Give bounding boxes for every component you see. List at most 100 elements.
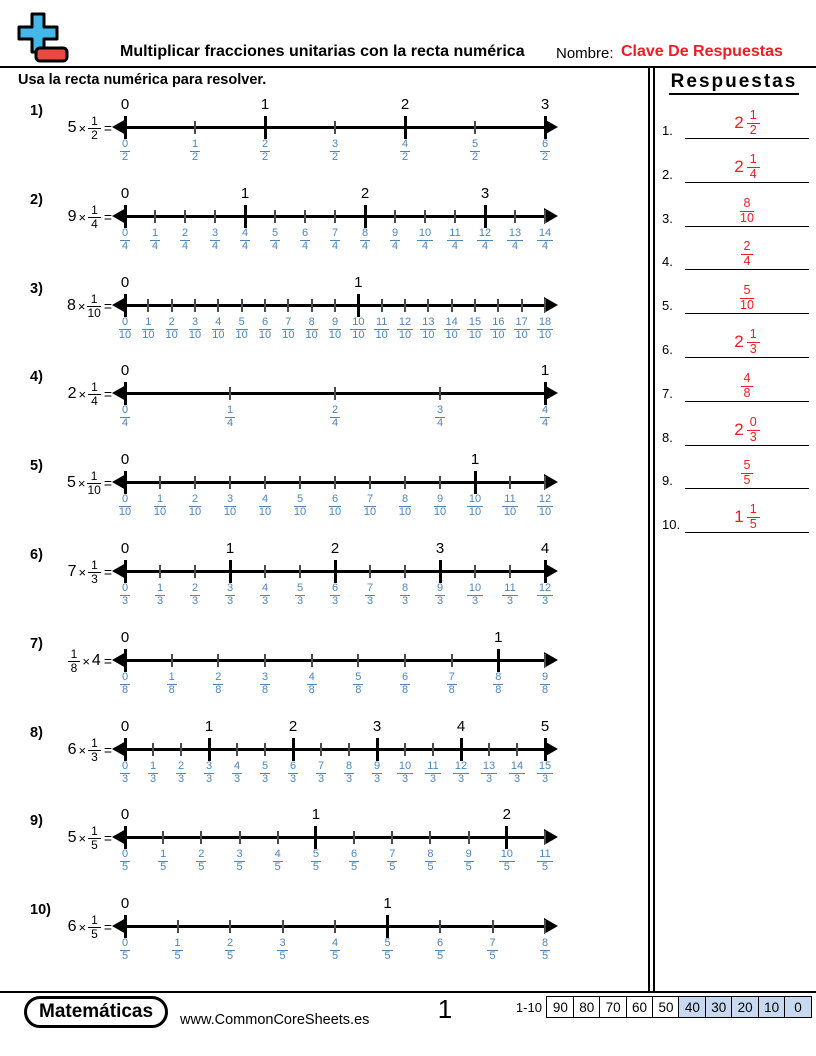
fraction-denominator: 10 bbox=[188, 505, 202, 518]
answer-number: 9. bbox=[662, 473, 673, 488]
fraction-denominator: 5 bbox=[160, 860, 167, 873]
fraction-tick bbox=[424, 210, 426, 223]
fraction-numerator: 3 bbox=[434, 404, 446, 418]
fraction-numerator: 1 bbox=[153, 493, 167, 507]
tick-fraction-label: 14 3 bbox=[501, 760, 533, 786]
fraction-denominator: 3 bbox=[366, 594, 374, 607]
fraction-numerator: 3 bbox=[203, 760, 215, 774]
tick-fraction: 11 10 bbox=[502, 493, 518, 519]
fraction-numerator: 8 bbox=[343, 760, 355, 774]
fraction-numerator: 1 bbox=[88, 736, 101, 751]
fraction-tick bbox=[474, 121, 476, 134]
answer-whole-number: 2 bbox=[734, 157, 744, 176]
problem-row: 2) 9 × 1 4 = 0 0 4 1 4 2 4 3 4 1 4 4 5 4 6 4 7 4 2 8 4 9 4 10 4 11 4 3 12 4… bbox=[18, 184, 650, 270]
fraction-numerator: 1 bbox=[147, 760, 159, 774]
tick-fraction: 13 3 bbox=[480, 760, 498, 786]
fraction-numerator: 2 bbox=[224, 937, 236, 951]
fraction-denominator: 4 bbox=[226, 416, 234, 429]
fraction-numerator: 2 bbox=[189, 582, 201, 596]
tick-fraction-label: 2 10 bbox=[156, 316, 188, 342]
instruction-text: Usa la recta numérica para resolver. bbox=[18, 72, 267, 88]
tick-fraction: 0 10 bbox=[118, 316, 132, 342]
tick-fraction-label: 12 10 bbox=[389, 316, 421, 342]
answer-number: 10. bbox=[662, 517, 681, 532]
integer-tick bbox=[483, 205, 487, 228]
fraction-denominator: 5 bbox=[389, 860, 396, 873]
fraction-denominator: 8 bbox=[743, 385, 751, 400]
fraction-tick bbox=[369, 476, 371, 489]
fraction-numerator: 0 bbox=[119, 760, 131, 774]
problem-equation: 6 × 1 3 = bbox=[18, 731, 112, 769]
fraction-tick bbox=[176, 920, 179, 933]
equals-symbol: = bbox=[103, 919, 112, 935]
fraction-numerator: 2 bbox=[213, 671, 224, 685]
problem-equation: 9 × 1 4 = bbox=[18, 198, 112, 236]
fraction-tick bbox=[320, 743, 322, 756]
integer-tick bbox=[123, 915, 127, 938]
fraction-numerator: 5 bbox=[259, 760, 271, 774]
left-arrow-icon bbox=[112, 829, 126, 845]
integer-label: 2 bbox=[330, 540, 340, 557]
fraction-numerator: 11 bbox=[447, 227, 463, 241]
fraction-numerator: 10 bbox=[416, 227, 434, 241]
fraction-tick bbox=[264, 654, 266, 667]
fraction-denominator: 3 bbox=[121, 772, 129, 785]
fraction-denominator: 3 bbox=[401, 772, 409, 785]
fraction-tick bbox=[488, 743, 490, 756]
score-cells: 90 80 70 60 50 40 30 20 10 0 bbox=[546, 996, 812, 1018]
tick-fraction: 10 4 bbox=[416, 227, 434, 253]
tick-fraction: 1 10 bbox=[153, 493, 167, 519]
fraction-tick bbox=[454, 210, 456, 223]
tick-fraction-label: 11 3 bbox=[494, 582, 526, 608]
name-label: Nombre: bbox=[556, 45, 614, 62]
tick-fraction-label: 14 4 bbox=[529, 227, 561, 253]
fraction-numerator: 4 bbox=[329, 937, 341, 951]
fraction-numerator: 6 bbox=[399, 671, 411, 685]
fraction-denominator: 3 bbox=[749, 341, 757, 356]
fraction-denominator: 3 bbox=[205, 772, 213, 785]
fraction-numerator: 8 bbox=[740, 196, 754, 212]
integer-label: 1 bbox=[311, 806, 321, 823]
fraction-denominator: 2 bbox=[749, 122, 757, 137]
fraction-numerator: 4 bbox=[539, 404, 551, 418]
fraction-numerator: 3 bbox=[224, 582, 236, 596]
tick-fraction-label: 3 10 bbox=[214, 493, 246, 519]
fraction-denominator: 3 bbox=[749, 429, 757, 444]
tick-fraction-label: 9 10 bbox=[424, 493, 456, 519]
page-title: Multiplicar fracciones unitarias con la … bbox=[120, 43, 525, 60]
fraction-tick bbox=[491, 920, 494, 933]
fraction-denominator: 2 bbox=[471, 150, 479, 163]
fraction-numerator: 7 bbox=[364, 582, 376, 596]
fraction-denominator: 10 bbox=[142, 328, 155, 341]
right-arrow-icon bbox=[544, 119, 558, 135]
fraction-numerator: 4 bbox=[239, 227, 251, 241]
fraction-numerator: 1 bbox=[87, 469, 101, 484]
number-line-axis bbox=[119, 748, 551, 751]
answer-blank-line bbox=[685, 400, 809, 402]
